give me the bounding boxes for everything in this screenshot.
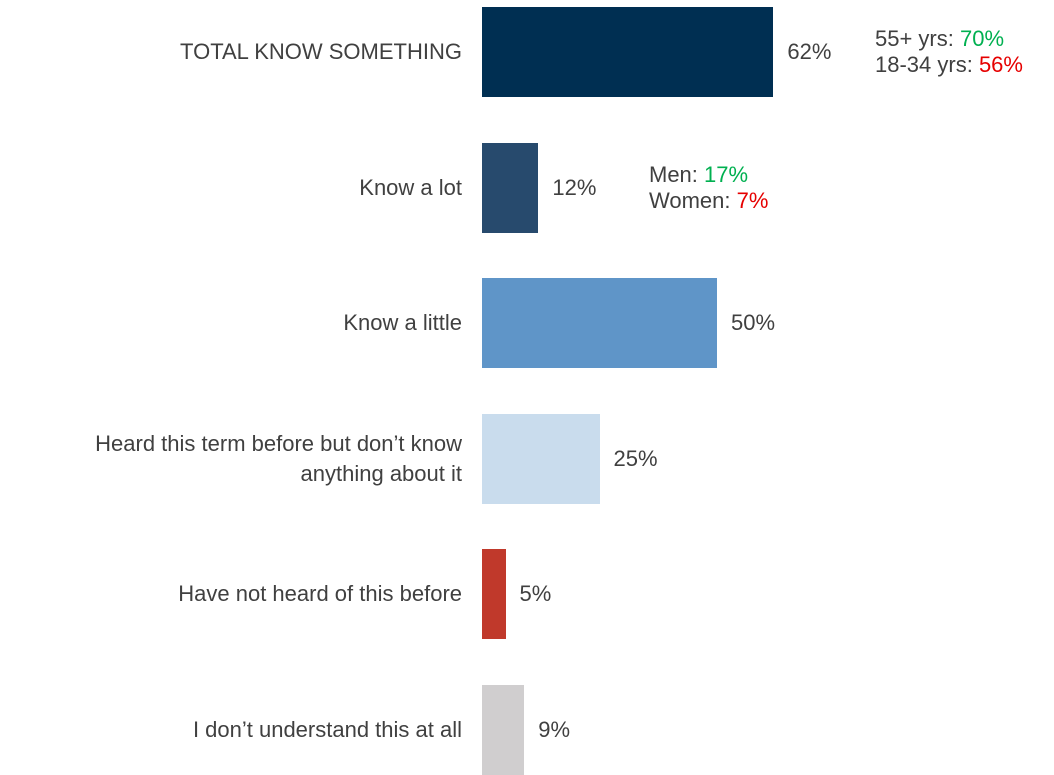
category-label: TOTAL KNOW SOMETHING bbox=[180, 37, 462, 67]
category-label: Heard this term before but don’t know any… bbox=[95, 429, 462, 489]
bar bbox=[482, 278, 717, 369]
subgroup-callout: 55+ yrs: 70% 18-34 yrs: 56% bbox=[875, 26, 1023, 78]
category-label-line: Know a little bbox=[343, 310, 462, 336]
callout-line: 55+ yrs: 70% bbox=[875, 26, 1023, 52]
subgroup-callout: Men: 17% Women: 7% bbox=[649, 162, 768, 214]
callout-group-label: Men: bbox=[649, 162, 705, 187]
value-label: 9% bbox=[538, 717, 571, 742]
callout-group-label: 18-34 yrs: bbox=[875, 52, 979, 77]
category-label: Know a little bbox=[343, 308, 462, 338]
bar bbox=[482, 549, 506, 640]
category-label: Know a lot bbox=[359, 173, 462, 203]
category-label-line: I don’t understand this at all bbox=[192, 717, 462, 742]
value-label: 25% bbox=[613, 445, 658, 471]
callout-group-value: 7% bbox=[736, 188, 769, 213]
category-label: I don’t understand this at all bbox=[193, 715, 462, 745]
category-label-line: anything about it bbox=[300, 460, 462, 486]
callout-group-label: 55+ yrs: bbox=[875, 26, 960, 51]
category-label-line: Know a lot bbox=[359, 174, 462, 200]
category-label-line: TOTAL KNOW SOMETHING bbox=[180, 39, 462, 64]
bar bbox=[482, 685, 525, 775]
bar bbox=[482, 7, 774, 97]
bar bbox=[482, 413, 600, 504]
value-label: 5% bbox=[519, 581, 552, 607]
callout-line: 18-34 yrs: 56% bbox=[875, 52, 1023, 78]
callout-group-value: 17% bbox=[704, 162, 749, 187]
callout-group-value: 56% bbox=[978, 52, 1023, 77]
callout-group-label: Women: bbox=[649, 188, 737, 213]
category-label-line: Heard this term before but don’t know bbox=[95, 430, 462, 456]
callout-line: Men: 17% bbox=[649, 162, 768, 188]
category-label-line: Have not heard of this before bbox=[178, 581, 462, 607]
callout-group-value: 70% bbox=[959, 26, 1005, 51]
value-label: 50% bbox=[731, 310, 776, 336]
category-label: Have not heard of this before bbox=[178, 579, 462, 609]
bar bbox=[482, 142, 539, 233]
callout-line: Women: 7% bbox=[649, 188, 768, 214]
value-label: 62% bbox=[787, 39, 832, 64]
value-label: 12% bbox=[552, 174, 597, 200]
